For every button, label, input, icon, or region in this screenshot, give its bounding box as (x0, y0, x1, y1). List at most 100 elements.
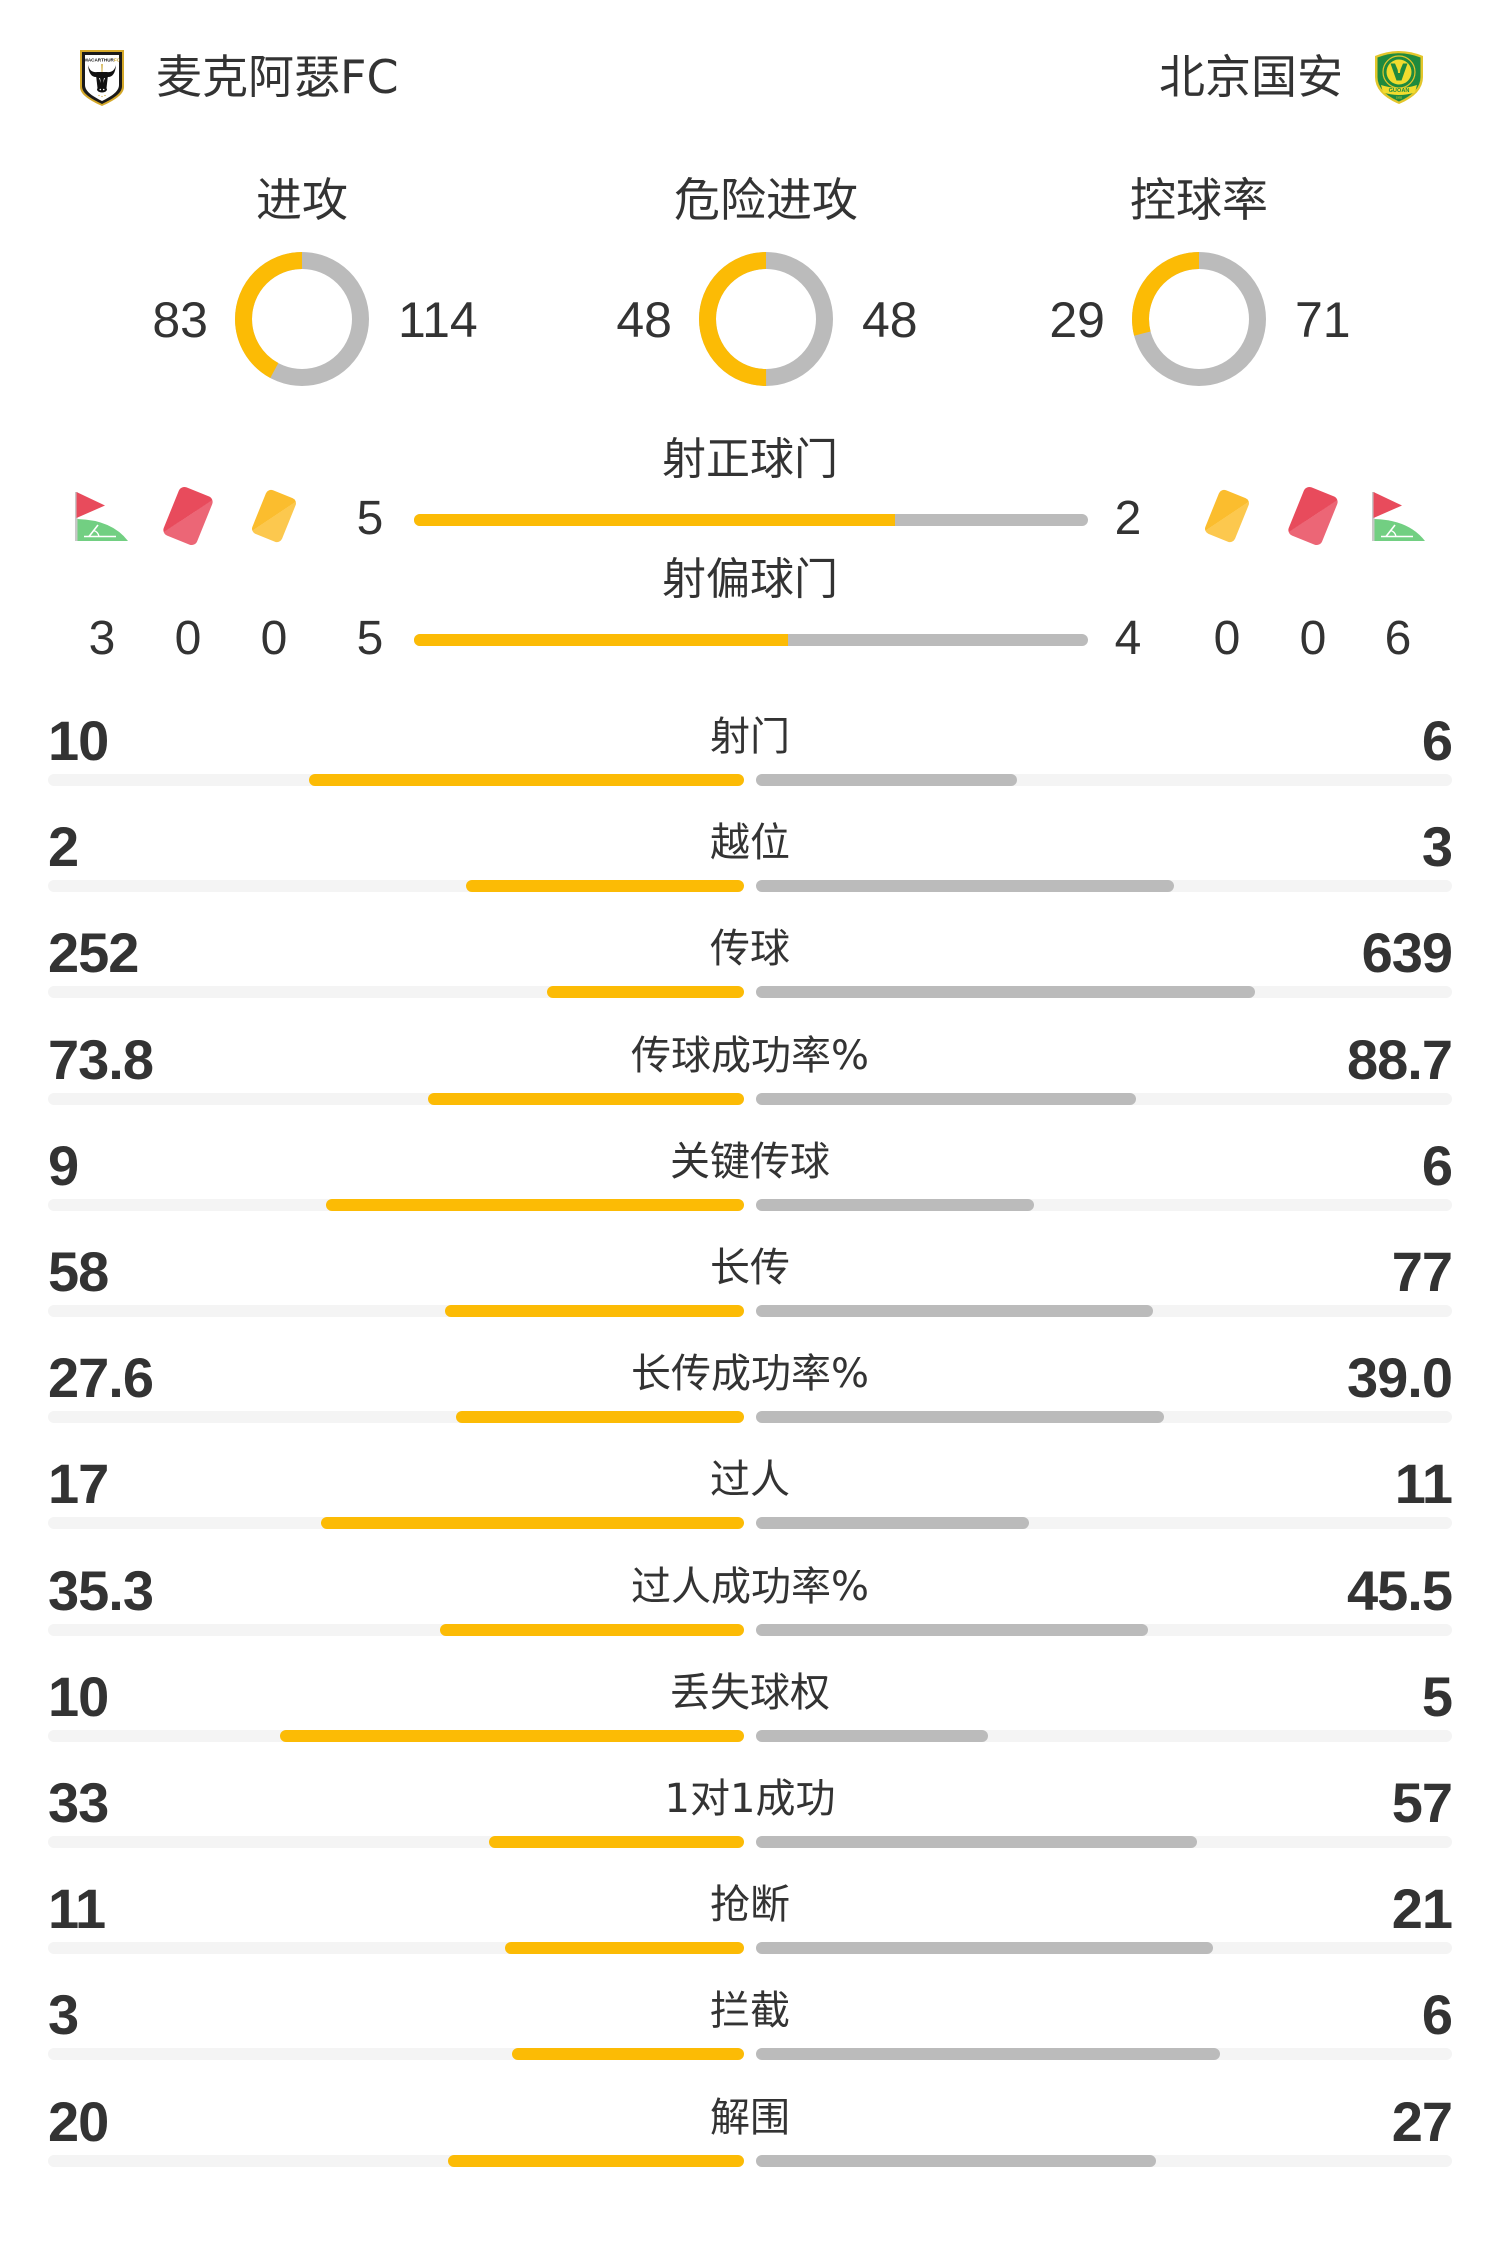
svg-text:GUOAN: GUOAN (1389, 88, 1410, 94)
svg-text:1992: 1992 (1396, 96, 1403, 100)
home-stat-bar (488, 1836, 744, 1848)
stat-label: 越位 (710, 820, 790, 867)
home-stat-track (48, 880, 744, 893)
home-stat-value: 58 (48, 1240, 109, 1303)
donut-title: 控球率 (1130, 173, 1268, 227)
svg-text:MACARTHURFC: MACARTHURFC (84, 58, 121, 63)
home-share-fill (414, 514, 896, 526)
home-stat-track (48, 1092, 744, 1105)
red-card-icon (1285, 484, 1341, 548)
home-stat-track (48, 2154, 744, 2167)
stat-label: 解围 (710, 2094, 790, 2141)
corner-flag-icon (1371, 490, 1425, 542)
away-team-name[interactable]: 北京国安 (1159, 50, 1343, 104)
stat-row: 27.6 长传成功率% 39.0 (0, 1348, 1500, 1438)
away-corners-value: 6 (1384, 612, 1412, 665)
home-stat-value: 9 (48, 1133, 79, 1197)
home-stat-bar (447, 2154, 744, 2167)
away-stat-bar (756, 1942, 1213, 1955)
shots-on-target-bar (414, 514, 1088, 526)
away-stat-track (756, 1942, 1452, 1955)
stat-label: 1对1成功 (664, 1776, 836, 1822)
away-stat-bar (756, 1198, 1035, 1211)
away-stat-value: 6 (1421, 709, 1453, 772)
home-stat-bar (309, 774, 744, 786)
donut-title: 进攻 (256, 173, 348, 227)
stat-label: 传球 (710, 926, 790, 973)
home-stat-bar (465, 880, 744, 893)
donut-chart (235, 252, 369, 386)
home-stat-value: 11 (48, 1877, 106, 1941)
stat-row: 9 关键传球 6 (0, 1133, 1500, 1226)
home-stat-track (48, 986, 744, 999)
away-stat-track (756, 1411, 1452, 1424)
home-stat-bar (439, 1623, 744, 1636)
home-team-name[interactable]: 麦克阿瑟FC (156, 50, 399, 104)
away-stat-bar (756, 2154, 1156, 2167)
away-stat-track (756, 1623, 1452, 1636)
away-stat-track (756, 1517, 1452, 1530)
donut-home-value: 83 (152, 292, 208, 348)
away-stat-track (756, 774, 1452, 786)
home-stat-bar (280, 1729, 744, 1742)
donut-away-value: 71 (1295, 292, 1351, 348)
away-stat-bar (756, 986, 1256, 999)
yellow-card-icon (248, 487, 300, 545)
stat-label: 长传成功率% (630, 1351, 869, 1398)
away-stat-value: 11 (1394, 1452, 1453, 1516)
stat-row: 33 1对1成功 57 (0, 1773, 1500, 1863)
away-stat-bar (756, 1305, 1153, 1317)
away-stat-value: 639 (1361, 921, 1453, 985)
away-stat-bar (756, 1517, 1030, 1530)
stat-label: 射门 (710, 714, 790, 760)
away-stat-track (756, 2048, 1452, 2061)
stat-row: 20 解围 27 (0, 2089, 1500, 2182)
home-shots-off-target: 5 (356, 612, 384, 665)
stat-label: 传球成功率% (630, 1032, 869, 1079)
stat-row: 17 过人 11 (0, 1454, 1500, 1544)
corner-flag-icon (74, 490, 128, 542)
stat-row: 58 长传 77 (0, 1242, 1500, 1332)
stat-label: 长传 (710, 1245, 790, 1291)
home-stat-value: 33 (48, 1771, 109, 1834)
home-stat-value: 10 (48, 1664, 109, 1728)
stat-label: 拦截 (710, 1988, 790, 2035)
stat-label: 过人 (710, 1457, 790, 1504)
stat-row: 73.8 传球成功率% 88.7 (0, 1029, 1500, 1120)
away-stat-value: 39.0 (1347, 1346, 1453, 1410)
away-stat-bar (756, 1623, 1148, 1636)
home-stat-value: 27.6 (48, 1346, 154, 1410)
stat-label: 抢断 (710, 1882, 790, 1929)
away-stat-track (756, 986, 1452, 999)
away-stat-bar (756, 1092, 1136, 1105)
away-stat-bar (756, 1836, 1197, 1848)
macarthur-fc-crest-icon[interactable]: MACARTHURFC (79, 49, 125, 107)
away-stat-bar (756, 1729, 988, 1742)
home-stat-track (48, 1305, 744, 1317)
stat-row: 35.3 过人成功率% 45.5 (0, 1560, 1500, 1651)
home-stat-bar (444, 1305, 744, 1317)
home-stat-bar (547, 986, 744, 999)
donut-possession: 控球率 29 71 (999, 0, 1399, 420)
away-stat-track (756, 1092, 1452, 1105)
donut-away-value: 114 (398, 292, 478, 348)
home-stat-bar (504, 1942, 744, 1955)
red-card-icon (160, 484, 216, 548)
away-stat-bar (756, 774, 1017, 786)
home-stat-value: 20 (48, 2089, 109, 2153)
stat-row: 2 越位 3 (0, 817, 1500, 907)
home-stat-track (48, 1942, 744, 1955)
away-stat-track (756, 1305, 1452, 1317)
home-stat-track (48, 1623, 744, 1636)
beijing-guoan-crest-icon[interactable]: GUOAN 1992 (1372, 47, 1426, 105)
home-stat-value: 3 (48, 1983, 79, 2047)
stat-row: 3 拦截 6 (0, 1985, 1500, 2075)
home-stat-bar (427, 1092, 744, 1105)
away-stat-bar (756, 2048, 1220, 2061)
yellow-card-icon (1201, 487, 1253, 545)
stat-row: 11 抢断 21 (0, 1879, 1500, 1969)
home-share-fill (414, 634, 789, 646)
away-stat-track (756, 1729, 1452, 1742)
home-corners-value: 3 (88, 612, 116, 665)
